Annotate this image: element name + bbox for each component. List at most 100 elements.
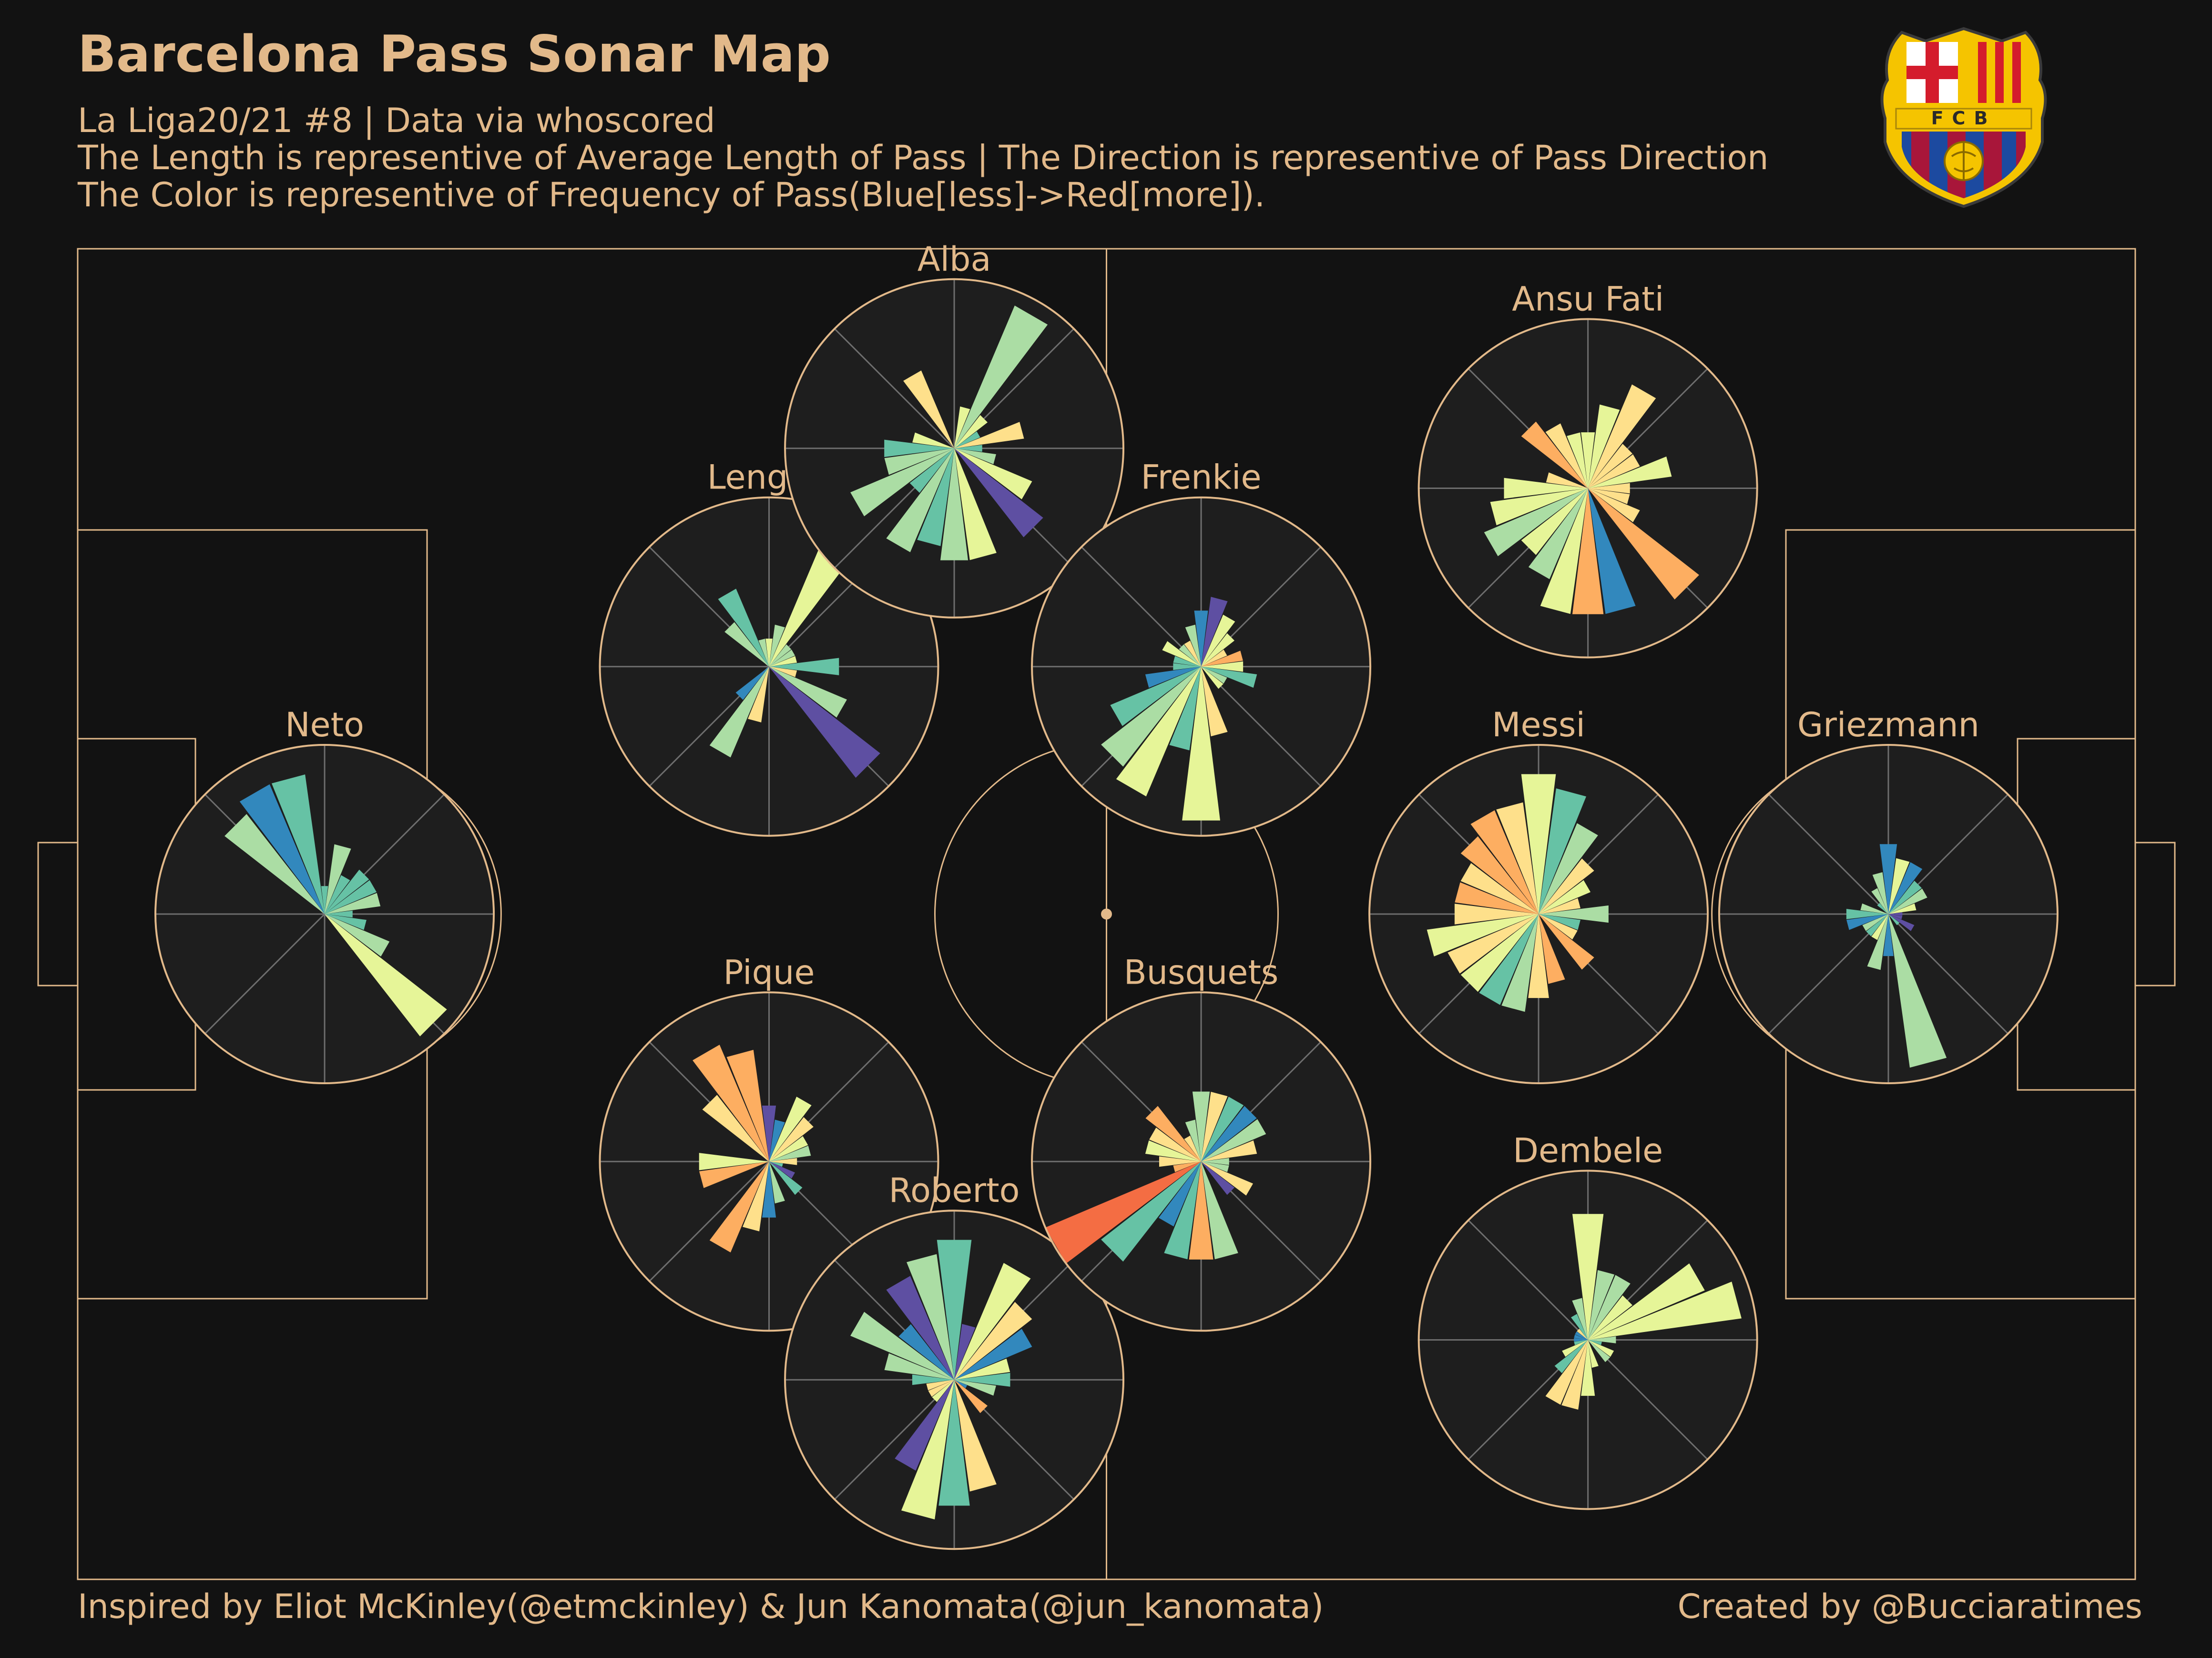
left-goal	[37, 842, 79, 987]
sonar-bar	[954, 1302, 1032, 1380]
sonar-bar	[1501, 914, 1539, 1012]
sonar-bar	[954, 1358, 1010, 1380]
chart-subtitle-competition: La Liga20/21 #8 | Data via whoscored	[78, 101, 715, 140]
sonar-bar	[1454, 904, 1539, 925]
sonar-bar	[769, 656, 797, 667]
sonar-rim	[1417, 318, 1758, 659]
sonar-bar	[1588, 1263, 1705, 1340]
sonar-bar	[769, 1119, 785, 1162]
sonar-grid-spoke	[1587, 1339, 1708, 1460]
sonar-bar	[1571, 1313, 1588, 1340]
sonar-bar	[1888, 914, 1900, 926]
sonar-bar	[954, 448, 996, 465]
sonar-bar	[1888, 881, 1922, 914]
sonar-rim	[599, 496, 939, 837]
sonar-bar	[954, 448, 1032, 499]
sonar-bar	[765, 638, 773, 667]
sonar-bar	[1201, 1161, 1254, 1196]
sonar-bar	[1888, 903, 1916, 914]
sonar-bar	[1888, 862, 1923, 914]
player-label-griezmann: Griezmann	[1797, 705, 1979, 744]
sonar-bar	[1201, 666, 1257, 688]
player-label-neto: Neto	[285, 705, 364, 744]
player-label-dembele: Dembele	[1513, 1131, 1663, 1170]
sonar-bar	[850, 1312, 955, 1380]
sonar-bar	[954, 305, 1048, 448]
sonar-bar	[769, 666, 880, 778]
sonar-bar	[709, 1161, 769, 1253]
sonar-bar	[1588, 1340, 1602, 1345]
sonar-bar	[1201, 1161, 1235, 1195]
sonar-bar	[1521, 421, 1588, 488]
chart-subtitle-length-direction: The Length is representive of Average Le…	[78, 138, 1769, 177]
sonar-bar	[1159, 1156, 1202, 1167]
sonar-bar	[1588, 454, 1640, 488]
sonar-bar	[1460, 836, 1539, 914]
sonar-bar	[1164, 1161, 1202, 1260]
footer-credit-inspired: Inspired by Eliot McKinley(@etmckinley) …	[78, 1587, 1324, 1626]
sonar-bar	[954, 1380, 996, 1396]
sonar-bar	[769, 1136, 808, 1162]
sonar-bar	[1888, 914, 1915, 931]
sonar-bar	[886, 448, 955, 552]
sonar-bar	[724, 622, 769, 667]
sonar-rim	[1368, 744, 1709, 1084]
sonar-bar	[954, 1263, 1031, 1380]
sonar-bar	[1588, 1340, 1599, 1368]
sonar-bar	[932, 1380, 955, 1402]
sonar-bar	[1539, 880, 1591, 914]
chart-title: Barcelona Pass Sonar Map	[78, 25, 831, 83]
sonar-bar	[1588, 404, 1620, 488]
sonar-bar	[1545, 423, 1588, 488]
sonar-bar	[1588, 1295, 1632, 1340]
sonar-bar	[901, 1380, 955, 1520]
sonar-bar	[1877, 903, 1888, 914]
sonar-bar	[1539, 914, 1580, 930]
barcelona-crest-logo: FCB	[1880, 27, 2047, 208]
sonar-dembele: Dembele	[1417, 1131, 1758, 1510]
sonar-bar	[912, 1374, 955, 1385]
sonar-rim	[1031, 496, 1372, 837]
sonar-bar	[1201, 633, 1235, 667]
sonar-bar	[1179, 644, 1202, 667]
sonar-bar	[1201, 661, 1244, 672]
sonar-bar	[321, 886, 328, 914]
sonar-bar	[1846, 909, 1888, 919]
sonar-bar	[1562, 1340, 1588, 1357]
chart-subtitle-color-legend: The Color is representive of Frequency o…	[78, 175, 1265, 214]
sonar-bar	[1460, 914, 1539, 992]
sonar-bar	[1540, 488, 1588, 614]
sonar-bar	[769, 1145, 811, 1162]
sonar-bar	[769, 1161, 783, 1167]
sonar-frenkie: Frenkie	[1031, 458, 1372, 837]
right-goal	[2134, 842, 2176, 987]
sonar-bar	[1201, 1161, 1238, 1260]
sonar-bar	[1588, 488, 1630, 504]
sonar-bar	[884, 448, 955, 475]
sonar-bar	[1539, 914, 1565, 984]
sonar-rim	[1718, 744, 2059, 1084]
sonar-bar	[1447, 914, 1539, 974]
sonar-bar	[1588, 384, 1656, 488]
sonar-bar	[926, 1380, 955, 1391]
sonar-bar	[325, 910, 353, 918]
sonar-bar	[1588, 488, 1699, 600]
sonar-bar	[699, 1153, 769, 1170]
sonar-bar	[769, 1097, 812, 1162]
sonar-bar	[1201, 597, 1228, 667]
sonar-bar	[1539, 905, 1609, 923]
sonar-bar	[1545, 1340, 1588, 1405]
sonar-alba: Alba	[784, 240, 1125, 619]
sonar-bar	[1866, 914, 1888, 936]
sonar-bar	[1574, 1340, 1588, 1345]
sonar-bar	[1460, 863, 1539, 914]
sonar-bar	[1539, 823, 1598, 914]
sonar-bar	[325, 914, 367, 930]
sonar-bar	[928, 1380, 955, 1397]
sonar-bar	[239, 784, 325, 914]
sonar-bar	[1879, 844, 1897, 914]
sonar-bar	[1185, 624, 1202, 667]
sonar-bar	[1184, 1135, 1202, 1162]
sonar-rim	[599, 991, 939, 1332]
sonar-bar	[884, 1353, 955, 1380]
